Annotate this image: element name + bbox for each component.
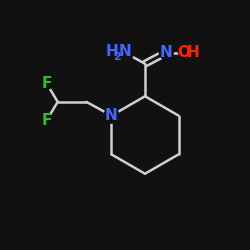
Text: N: N [119, 44, 132, 59]
Circle shape [159, 46, 173, 60]
Circle shape [40, 114, 53, 127]
Circle shape [40, 77, 53, 90]
Text: H: H [106, 44, 118, 59]
Circle shape [111, 40, 134, 62]
Circle shape [104, 108, 119, 123]
Text: N: N [160, 45, 172, 60]
Text: O: O [177, 45, 190, 60]
Text: N: N [105, 108, 118, 123]
Circle shape [179, 41, 201, 64]
Text: H: H [186, 45, 200, 60]
Text: F: F [41, 113, 52, 128]
Text: 2: 2 [114, 52, 121, 62]
Text: F: F [41, 76, 52, 90]
